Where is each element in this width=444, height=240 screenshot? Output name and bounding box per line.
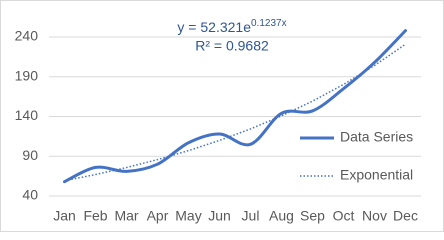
trend-equation: y = 52.321e0.1237x [177, 18, 286, 35]
y-tick-label: 190 [15, 67, 39, 83]
x-tick-label: May [175, 208, 201, 224]
legend-label: Data Series [340, 129, 413, 145]
x-tick-label: Aug [269, 208, 294, 224]
x-tick-label: Jan [53, 208, 76, 224]
x-tick-label: Mar [114, 208, 138, 224]
x-tick-label: Sep [300, 208, 325, 224]
legend-bg [296, 164, 442, 188]
r-squared: R² = 0.9682 [195, 38, 269, 54]
chart: y = 52.321e0.1237x R² = 0.9682 40 90 140 19… [0, 0, 444, 232]
data-line [63, 29, 407, 184]
x-tick-label: Jun [208, 208, 231, 224]
x-tick-label: Apr [147, 208, 169, 224]
x-tick-label: Oct [333, 208, 355, 224]
x-tick-label: Jul [242, 208, 260, 224]
y-tick-label: 90 [22, 147, 38, 163]
x-tick-label: Feb [83, 208, 107, 224]
y-tick-label: 140 [15, 107, 39, 123]
y-tick-label: 40 [22, 187, 38, 203]
x-tick-label: Nov [362, 208, 387, 224]
equation-exponent: 0.1237x [251, 18, 287, 29]
legend-label: Exponential [340, 167, 413, 183]
y-tick-label: 240 [15, 28, 39, 44]
equation-base: y = 52.321e [177, 19, 251, 35]
x-tick-label: Dec [393, 208, 418, 224]
